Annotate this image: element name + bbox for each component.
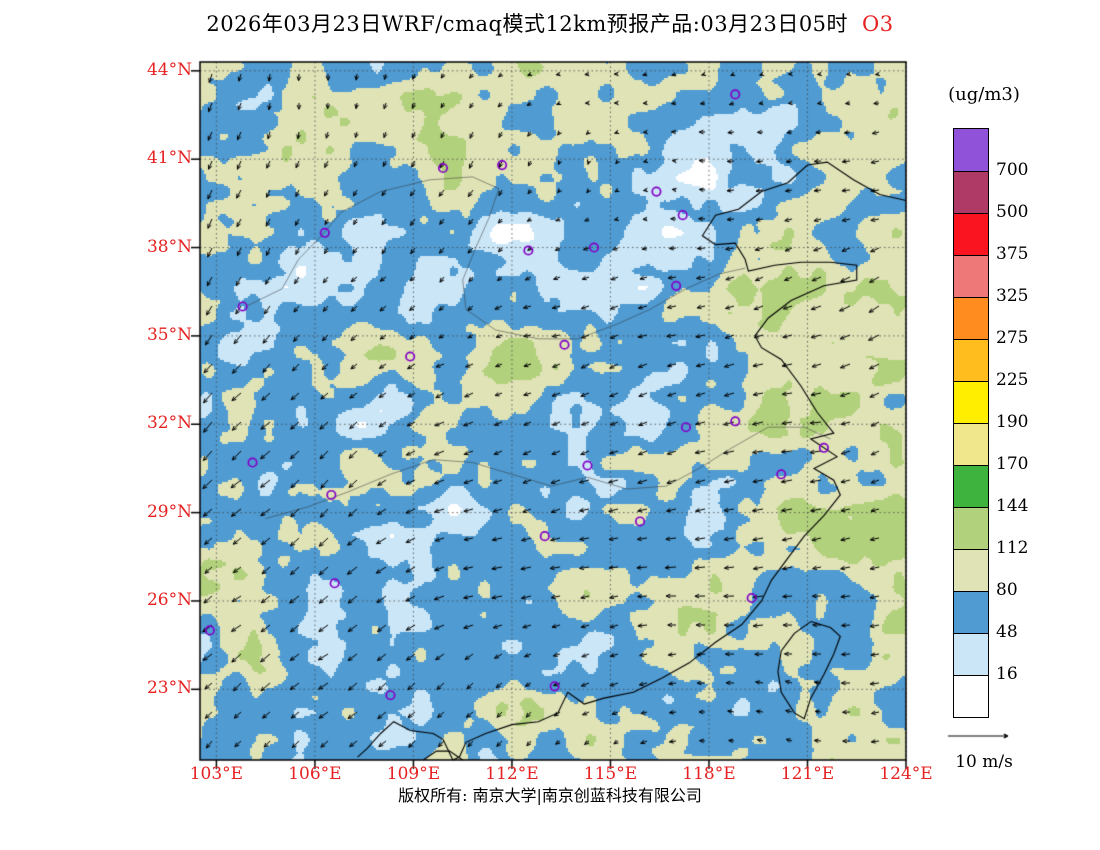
page-title: 2026年03月23日WRF/cmaq模式12km预报产品:03月23日05时 O… (0, 8, 1100, 38)
colorbar-segment (954, 507, 988, 549)
colorbar-level-label: 700 (996, 160, 1029, 180)
colorbar-level-label: 325 (996, 286, 1029, 306)
colorbar-segment (954, 675, 988, 717)
colorbar-level-label: 225 (996, 370, 1029, 390)
colorbar-level-label: 144 (996, 496, 1029, 516)
colorbar-segment (954, 591, 988, 633)
colorbar-segment (954, 423, 988, 465)
colorbar-segment (954, 549, 988, 591)
colorbar-segment (954, 255, 988, 297)
colorbar-unit-label: (ug/m3) (948, 84, 1020, 105)
lon-tick-label: 124°E (879, 764, 933, 784)
lon-tick-label: 118°E (682, 764, 736, 784)
lon-tick-label: 115°E (583, 764, 638, 784)
lon-tick-label: 106°E (288, 764, 342, 784)
colorbar-level-label: 500 (996, 202, 1029, 222)
colorbar-level-label: 190 (996, 412, 1029, 432)
lon-tick-label: 103°E (189, 764, 244, 784)
lat-tick-label: 23°N (146, 678, 192, 699)
wind-scale-label: 10 m/s (955, 752, 1013, 772)
colorbar-level-label: 16 (996, 664, 1018, 684)
lat-tick-label: 26°N (146, 589, 192, 610)
colorbar-segment (954, 297, 988, 339)
colorbar-segment (954, 129, 988, 171)
colorbar-level-label: 170 (996, 454, 1029, 474)
copyright-text: 版权所有: 南京大学|南京创蓝科技有限公司 (398, 786, 702, 805)
colorbar-level-label: 375 (996, 244, 1029, 264)
title-main: 2026年03月23日WRF/cmaq模式12km预报产品:03月23日05时 (206, 12, 849, 36)
colorbar-segment (954, 213, 988, 255)
colorbar (953, 128, 989, 718)
lon-tick-label: 112°E (485, 764, 539, 784)
colorbar-level-label: 275 (996, 328, 1029, 348)
colorbar-segment (954, 171, 988, 213)
title-species: O3 (862, 12, 894, 36)
colorbar-level-label: 48 (996, 622, 1018, 642)
lat-tick-label: 44°N (146, 59, 192, 80)
lat-tick-label: 38°N (146, 236, 192, 257)
colorbar-segment (954, 381, 988, 423)
lat-tick-label: 41°N (146, 148, 192, 169)
colorbar-segment (954, 633, 988, 675)
colorbar-segment (954, 465, 988, 507)
lat-tick-label: 29°N (146, 501, 192, 522)
colorbar-segment (954, 339, 988, 381)
colorbar-level-label: 112 (996, 538, 1029, 558)
lon-tick-label: 121°E (780, 764, 835, 784)
lon-tick-label: 109°E (386, 764, 441, 784)
lat-tick-label: 35°N (146, 324, 192, 345)
lat-tick-label: 32°N (146, 413, 192, 434)
colorbar-level-label: 80 (996, 580, 1018, 600)
